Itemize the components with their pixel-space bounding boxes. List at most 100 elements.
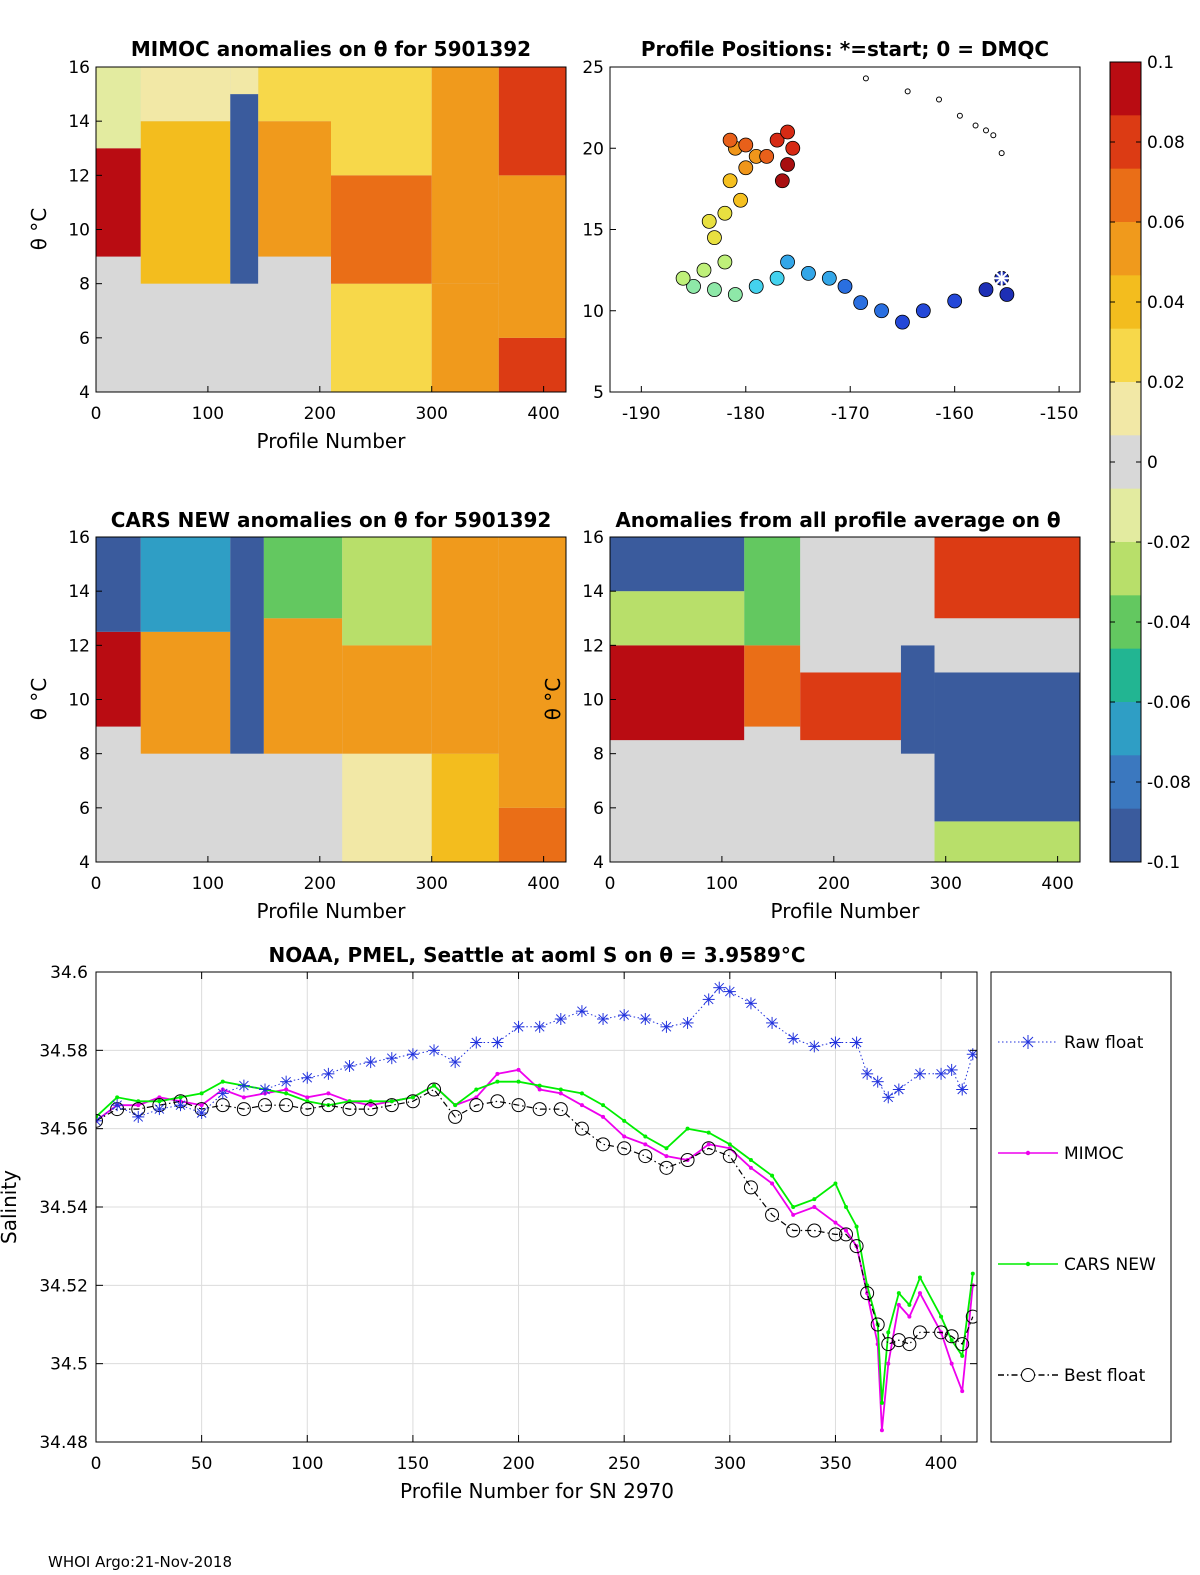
raw-float-marker: [702, 993, 715, 1006]
legend-raw-float-marker: [1021, 1035, 1035, 1049]
cars-new-marker: [495, 1079, 500, 1084]
profile-position-marker: [738, 160, 754, 176]
cars-heatmap-cell: [96, 631, 141, 727]
raw-float-marker: [406, 1048, 419, 1061]
colorbar-tick-label: -0.02: [1147, 533, 1191, 553]
raw-float-marker: [96, 1114, 102, 1127]
raw-float-marker-stroke: [196, 1108, 207, 1118]
legend-items: Raw float MIMOC CARS NEW Best float: [998, 1033, 1156, 1386]
profile-position-marker: [780, 254, 795, 270]
cars-ticks: 0 100 200 300 400 4 6 8 10 12 14 16: [68, 528, 559, 894]
cars-new-anomalies-panel: CARS NEW anomalies on θ for 5901392 0 100…: [27, 508, 567, 923]
profile-position-marker: [769, 132, 785, 148]
best-float-marker: [448, 1109, 463, 1124]
mimoc-marker: [917, 1291, 922, 1296]
mimoc-marker: [879, 1428, 884, 1433]
cars-heatmap-cell: [263, 753, 343, 862]
raw-float-marker: [216, 1087, 229, 1100]
island-outline: [862, 75, 869, 82]
mimoc-heatmap-cell: [96, 256, 141, 392]
raw-float-marker: [956, 1083, 969, 1096]
salinity-legend: Raw float MIMOC CARS NEW Best float: [990, 971, 1172, 1443]
positions-xtick-label: -170: [831, 404, 870, 424]
best-float-marker: [574, 1121, 589, 1136]
island-outline: [990, 132, 997, 139]
raw-float-marker: [301, 1071, 314, 1084]
salinity-xtick-label: 150: [397, 1454, 429, 1474]
raw-float-marker: [639, 1013, 652, 1025]
positions-axes-box: [609, 66, 1081, 393]
cars-xtick-label: 300: [415, 874, 447, 894]
colorbar-segment: [1110, 488, 1141, 543]
cars-ytick-label: 10: [68, 691, 90, 711]
salinity-ylabel: Salinity: [0, 1170, 21, 1244]
profile-position-marker: [895, 314, 910, 330]
avg-heatmap-cells: [610, 537, 1080, 862]
raw-float-marker: [470, 1036, 483, 1049]
mimoc-marker: [886, 1361, 891, 1366]
colorbar-segment: [1110, 115, 1141, 170]
raw-float-marker-stroke: [788, 1033, 799, 1044]
positions-ytick-label: 20: [582, 139, 604, 159]
cars-heatmap-cell: [263, 618, 343, 754]
raw-float-marker-stroke: [577, 1006, 587, 1017]
raw-float-marker-stroke: [408, 1049, 418, 1060]
best-float-marker: [469, 1098, 484, 1113]
mimoc-heatmap-cell: [96, 67, 141, 149]
mimoc-marker: [748, 1165, 753, 1170]
raw-float-marker-stroke: [281, 1076, 291, 1087]
raw-float-marker: [174, 1099, 187, 1112]
best-float-marker: [891, 1333, 906, 1348]
profile-position-marker: [780, 157, 795, 172]
raw-float-marker: [512, 1020, 525, 1033]
cars-ytick-label: 14: [68, 582, 90, 602]
raw-float-marker-stroke: [640, 1014, 651, 1024]
raw-float-marker: [491, 1036, 504, 1049]
cars-new-marker: [770, 1173, 775, 1178]
mimoc-ytick-label: 14: [68, 112, 90, 132]
raw-float-marker-stroke: [862, 1068, 872, 1079]
salinity-xtick-label: 50: [191, 1454, 213, 1474]
raw-float-marker: [575, 1005, 588, 1018]
legend-point-marker: [1025, 1261, 1031, 1267]
mimoc-marker: [791, 1212, 796, 1217]
cars-new-marker: [706, 1130, 711, 1135]
profile-position-marker: [801, 265, 816, 281]
cars-new-marker: [833, 1181, 838, 1186]
cars-new-marker: [199, 1091, 204, 1096]
cars-new-marker: [601, 1103, 606, 1108]
best-float-marker: [828, 1227, 843, 1242]
salinity-ytick-label: 34.58: [39, 1041, 88, 1061]
salinity-ytick-label: 34.48: [39, 1433, 88, 1453]
cars-new-marker: [220, 1079, 225, 1084]
raw-float-marker: [892, 1083, 905, 1096]
cars-ytick-label: 4: [79, 853, 90, 873]
mimoc-heatmap-cell: [230, 67, 259, 95]
best-float-marker: [427, 1082, 442, 1097]
positions-ticks: -190 -180 -170 -160 -150 5 10 15 20 25: [582, 58, 1078, 424]
raw-float-marker-stroke: [682, 1018, 693, 1028]
mimoc-marker: [305, 1095, 310, 1100]
mimoc-marker: [706, 1142, 711, 1147]
cars-new-marker: [960, 1353, 965, 1358]
mimoc-xtick-label: 400: [527, 404, 559, 424]
best-float-marker: [321, 1098, 336, 1113]
avg-heatmap-cell: [900, 753, 935, 862]
colorbar-tick-label: 0.1: [1147, 53, 1174, 73]
best-float-marker: [384, 1098, 399, 1113]
raw-float-marker-stroke: [957, 1084, 968, 1095]
avg-heatmap-cell: [900, 537, 935, 646]
best-float-marker: [849, 1239, 864, 1254]
best-float-marker: [944, 1329, 959, 1344]
island-outline: [956, 112, 963, 119]
profile-position-marker: [722, 132, 738, 148]
all-average-anomalies-panel: Anomalies from all profile average on θ …: [541, 508, 1081, 923]
avg-xtick-label: 400: [1041, 874, 1073, 894]
legend-label: Raw float: [1064, 1033, 1144, 1053]
avg-ytick-label: 12: [582, 636, 604, 656]
cars-new-marker: [970, 1271, 975, 1276]
legend-point-marker: [1025, 1150, 1031, 1156]
legend-label: MIMOC: [1064, 1144, 1124, 1164]
salinity-ytick-label: 34.54: [39, 1198, 88, 1218]
profile-position-marker: [717, 254, 733, 270]
